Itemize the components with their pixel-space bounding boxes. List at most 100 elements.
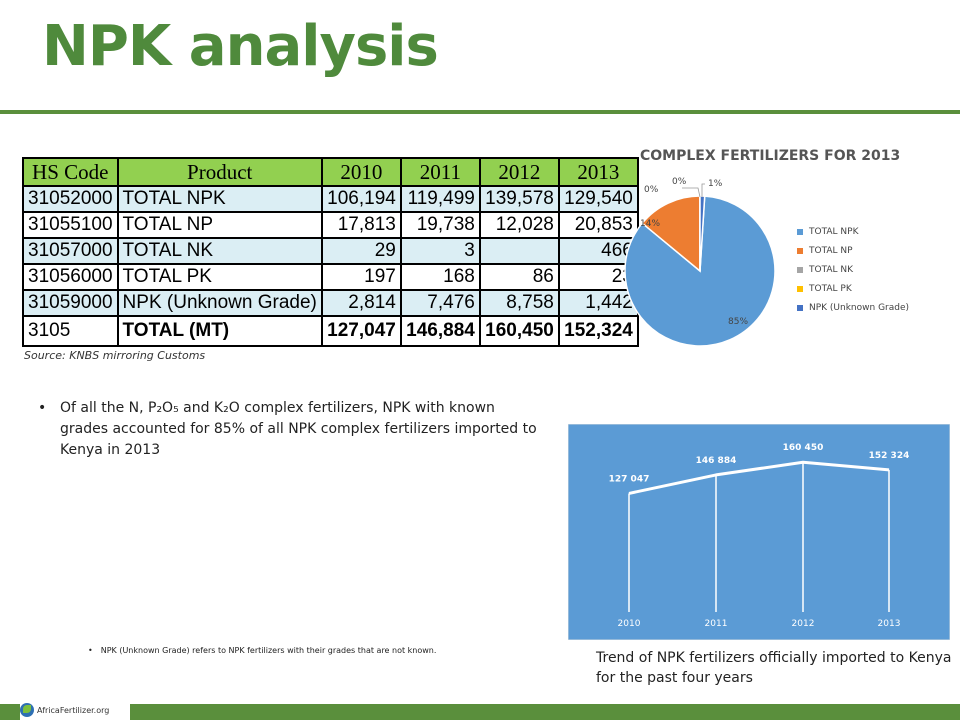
footer-bar <box>0 704 960 720</box>
legend-label: NPK (Unknown Grade) <box>809 302 910 313</box>
cell-2010: 106,194 <box>320 185 402 213</box>
pie-slice-total-np <box>641 195 701 273</box>
cell-2010: 127,047 <box>320 315 402 347</box>
legend-label: TOTAL NPK <box>809 226 859 237</box>
cell-2011: 146,884 <box>399 315 481 347</box>
data-label-2012: 160 450 <box>783 443 824 453</box>
table-row: 31059000 NPK (Unknown Grade) 2,814 7,476… <box>22 289 639 317</box>
pie-data-label: 0% <box>644 185 659 195</box>
pie-data-label: 0% <box>672 177 687 187</box>
legend-item: NPK (Unknown Grade) <box>797 298 909 317</box>
cell-product: TOTAL NP <box>116 211 323 239</box>
pie-data-label: 85% <box>728 317 748 327</box>
cell-2013: 1,442 <box>557 289 639 317</box>
cell-2012: 8,758 <box>478 289 560 317</box>
cell-2011: 119,499 <box>399 185 481 213</box>
cell-2011: 7,476 <box>399 289 481 317</box>
cell-2013: 20,853 <box>557 211 639 239</box>
bullet-text: Of all the N, P₂O₅ and K₂O complex ferti… <box>60 400 537 458</box>
header-2011: 2011 <box>399 157 481 187</box>
cell-2012: 139,578 <box>478 185 560 213</box>
bullet-point-footnote: • NPK (Unknown Grade) refers to NPK ferti… <box>88 646 436 655</box>
cell-2011: 3 <box>399 237 481 265</box>
pie-chart-title: COMPLEX FERTILIZERS FOR 2013 <box>640 148 901 164</box>
line-chart-background <box>568 424 950 640</box>
cell-2011: 168 <box>399 263 481 291</box>
legend-item: TOTAL NK <box>797 260 909 279</box>
cell-hs-code: 31052000 <box>22 185 119 213</box>
cell-2012: 86 <box>478 263 560 291</box>
cell-2010: 17,813 <box>320 211 402 239</box>
x-tick-label-2012: 2012 <box>792 619 815 629</box>
pie-data-label: 14% <box>640 219 660 229</box>
logo-text: AfricaFertilizer.org <box>37 705 110 715</box>
cell-product: NPK (Unknown Grade) <box>116 289 323 317</box>
data-label-2010: 127 047 <box>609 474 650 484</box>
legend-swatch <box>797 304 803 311</box>
cell-hs-code: 31055100 <box>22 211 119 239</box>
bullet-point-main: • Of all the N, P₂O₅ and K₂O complex fer… <box>38 398 538 461</box>
table-row: 31052000 TOTAL NPK 106,194 119,499 139,5… <box>22 185 639 213</box>
table-row: 31055100 TOTAL NP 17,813 19,738 12,028 2… <box>22 211 639 239</box>
header-2010: 2010 <box>320 157 402 187</box>
cell-product: TOTAL NK <box>116 237 323 265</box>
cell-hs-code: 3105 <box>22 315 119 347</box>
cell-product: TOTAL PK <box>116 263 323 291</box>
pie-legend: TOTAL NPK TOTAL NP TOTAL NK TOTAL PK NPK (Un… <box>797 222 909 317</box>
page-title: NPK analysis <box>42 14 439 79</box>
footer-logo: AfricaFertilizer.org <box>20 700 130 720</box>
pie-data-label: 1% <box>708 179 723 189</box>
leader-line <box>682 187 701 198</box>
cell-hs-code: 31059000 <box>22 289 119 317</box>
cell-hs-code: 31056000 <box>22 263 119 291</box>
line-chart-caption: Trend of NPK fertilizers officially impo… <box>596 650 952 686</box>
data-label-2013: 152 324 <box>869 451 910 461</box>
x-tick-label-2013: 2013 <box>878 619 901 629</box>
legend-swatch <box>797 247 803 254</box>
cell-2012: 12,028 <box>478 211 560 239</box>
data-label-2011: 146 884 <box>696 456 737 466</box>
pie-chart: 85% 14% 0% 0% 1% <box>624 177 776 347</box>
series-line <box>628 460 890 495</box>
header-product: Product <box>116 157 323 187</box>
legend-item: TOTAL NPK <box>797 222 909 241</box>
table-row: 31056000 TOTAL PK 197 168 86 23 <box>22 263 639 291</box>
table-total-row: 3105 TOTAL (MT) 127,047 146,884 160,450 … <box>22 315 639 347</box>
cell-2012: 160,450 <box>478 315 560 347</box>
bullet-dot-icon: • <box>88 646 93 655</box>
cell-hs-code: 31057000 <box>22 237 119 265</box>
cell-2013: 152,324 <box>557 315 639 347</box>
header-2012: 2012 <box>478 157 560 187</box>
logo-icon <box>20 703 34 717</box>
cell-2011: 19,738 <box>399 211 481 239</box>
legend-label: TOTAL PK <box>809 283 852 294</box>
header-hs-code: HS Code <box>22 157 119 187</box>
title-divider <box>0 110 960 114</box>
cell-2010: 2,814 <box>320 289 402 317</box>
line-chart: 127 047 146 884 160 450 152 324 2010 2011 2012… <box>568 424 950 640</box>
leader-line <box>701 183 705 197</box>
table-row: 31057000 TOTAL NK 29 3 466 <box>22 237 639 265</box>
npk-import-table: HS Code Product 2010 2011 2012 2013 3105… <box>22 157 639 347</box>
cell-2013: 466 <box>557 237 639 265</box>
legend-label: TOTAL NP <box>809 245 853 256</box>
source-note: Source: KNBS mirroring Customs <box>24 349 206 362</box>
legend-swatch <box>797 228 803 235</box>
cell-2012 <box>478 237 560 265</box>
header-2013: 2013 <box>557 157 639 187</box>
cell-2010: 29 <box>320 237 402 265</box>
legend-item: TOTAL NP <box>797 241 909 260</box>
legend-swatch <box>797 266 803 273</box>
cell-product: TOTAL NPK <box>116 185 323 213</box>
legend-swatch <box>797 285 803 292</box>
x-tick-label-2011: 2011 <box>705 619 728 629</box>
legend-item: TOTAL PK <box>797 279 909 298</box>
table-header-row: HS Code Product 2010 2011 2012 2013 <box>22 157 639 187</box>
bullet-dot-icon: • <box>38 400 47 416</box>
footnote-text: NPK (Unknown Grade) refers to NPK fertil… <box>100 646 437 655</box>
cell-2010: 197 <box>320 263 402 291</box>
cell-2013: 129,540 <box>557 185 639 213</box>
legend-label: TOTAL NK <box>809 264 854 275</box>
x-tick-label-2010: 2010 <box>618 619 641 629</box>
cell-product: TOTAL (MT) <box>116 315 323 347</box>
